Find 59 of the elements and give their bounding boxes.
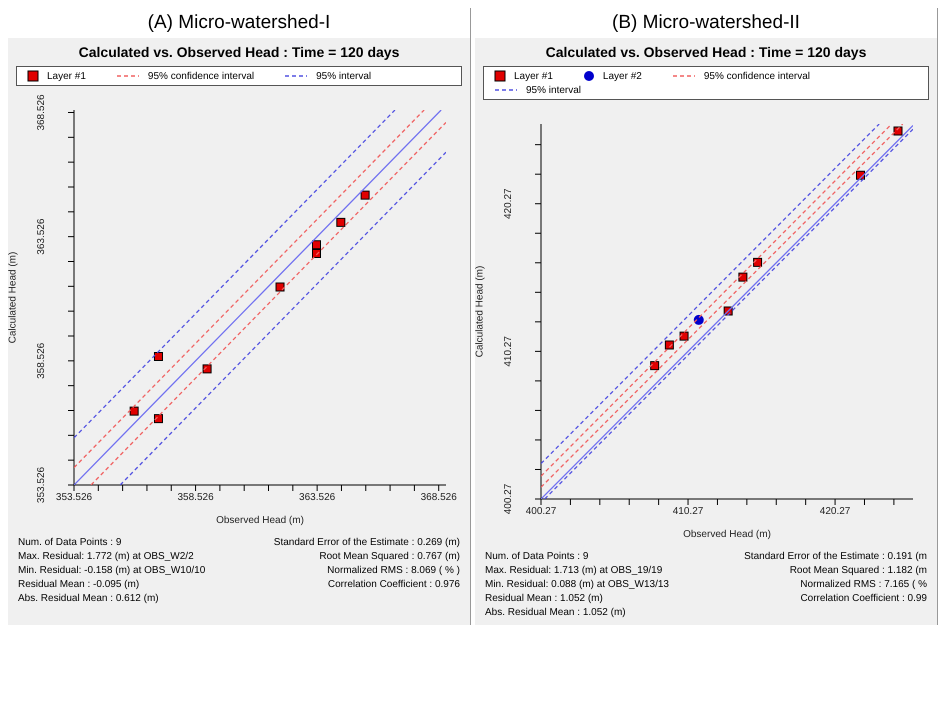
chart-title: (B) Micro-watershed-II <box>475 8 937 38</box>
legend-label: 95% confidence interval <box>704 70 810 82</box>
text: Num. of Data Points : 9 <box>18 537 122 550</box>
legend-label: Layer #1 <box>514 70 553 82</box>
point <box>130 406 139 416</box>
y-tick-label: 410.27 <box>503 336 514 367</box>
chart-subtitle: Calculated vs. Observed Head : Time = 120 days <box>78 43 400 62</box>
legend-label: 95% confidence interval <box>148 70 254 82</box>
x-tick-label: 400.27 <box>526 506 557 518</box>
point <box>154 414 163 424</box>
point <box>154 352 163 362</box>
point <box>360 190 370 200</box>
x-tick-label: 368.526 <box>420 492 458 504</box>
y-axis-title: Calculated Head (m) <box>474 266 486 358</box>
legend-label: Layer #2 <box>602 70 642 82</box>
text: Normalized RMS : 7.165 ( % <box>799 579 927 592</box>
text: Min. Residual: 0.088 (m) at OBS_W13/13 <box>485 579 670 592</box>
y-tick-label: 420.27 <box>503 188 514 220</box>
text: Standard Error of the Estimate : 0.269 (m) <box>272 537 460 550</box>
text: Root Mean Squared : 1.182 (m <box>788 565 927 578</box>
x-tick-label: 410.27 <box>672 506 704 518</box>
text: Abs. Residual Mean : 0.612 (m) <box>18 593 160 606</box>
legend-label: 95% interval <box>316 70 372 82</box>
text: Residual Mean : -0.095 (m) <box>18 579 140 592</box>
text: Max. Residual: 1.713 (m) at OBS_19/19 <box>485 565 664 578</box>
point <box>202 364 212 374</box>
point <box>694 314 704 325</box>
y-tick-label: 363.526 <box>36 218 47 255</box>
x-axis-title: Observed Head (m) <box>216 515 304 526</box>
text: Standard Error of the Estimate : 0.191 (m <box>743 551 927 564</box>
text: Root Mean Squared : 0.767 (m) <box>318 551 460 564</box>
legend-label: Layer #1 <box>47 70 86 82</box>
x-tick-label: 363.526 <box>299 492 336 504</box>
text: Correlation Coefficient : 0.976 <box>326 579 460 592</box>
point <box>753 258 762 267</box>
legend-label: 95% interval <box>526 84 582 96</box>
point <box>336 218 346 227</box>
text: Correlation Coefficient : 0.99 <box>799 593 927 606</box>
x-tick-label: 358.526 <box>177 492 214 504</box>
x-tick-label: 420.27 <box>820 506 851 518</box>
x-axis-title: Observed Head (m) <box>683 529 771 540</box>
text: Min. Residual: -0.158 (m) at OBS_W10/10 <box>18 565 206 578</box>
chart-title: (A) Micro-watershed-I <box>8 8 470 38</box>
point <box>738 272 748 282</box>
point <box>312 240 322 250</box>
point <box>664 340 674 350</box>
text: Num. of Data Points : 9 <box>485 551 590 564</box>
y-axis-title: Calculated Head (m) <box>8 252 19 344</box>
text: Max. Residual: 1.772 (m) at OBS_W2/2 <box>18 551 195 564</box>
x-tick-label: 353.526 <box>56 492 93 504</box>
point <box>276 282 285 292</box>
y-tick-label: 358.526 <box>36 342 47 379</box>
chart-subtitle: Calculated vs. Observed Head : Time = 120 days <box>544 43 868 62</box>
text: Normalized RMS : 8.069 ( % ) <box>326 565 460 578</box>
point <box>680 332 689 341</box>
point <box>650 361 660 370</box>
y-tick-label: 368.526 <box>36 94 47 131</box>
text: Abs. Residual Mean : 1.052 (m) <box>485 607 627 620</box>
text: Residual Mean : 1.052 (m) <box>485 593 604 606</box>
